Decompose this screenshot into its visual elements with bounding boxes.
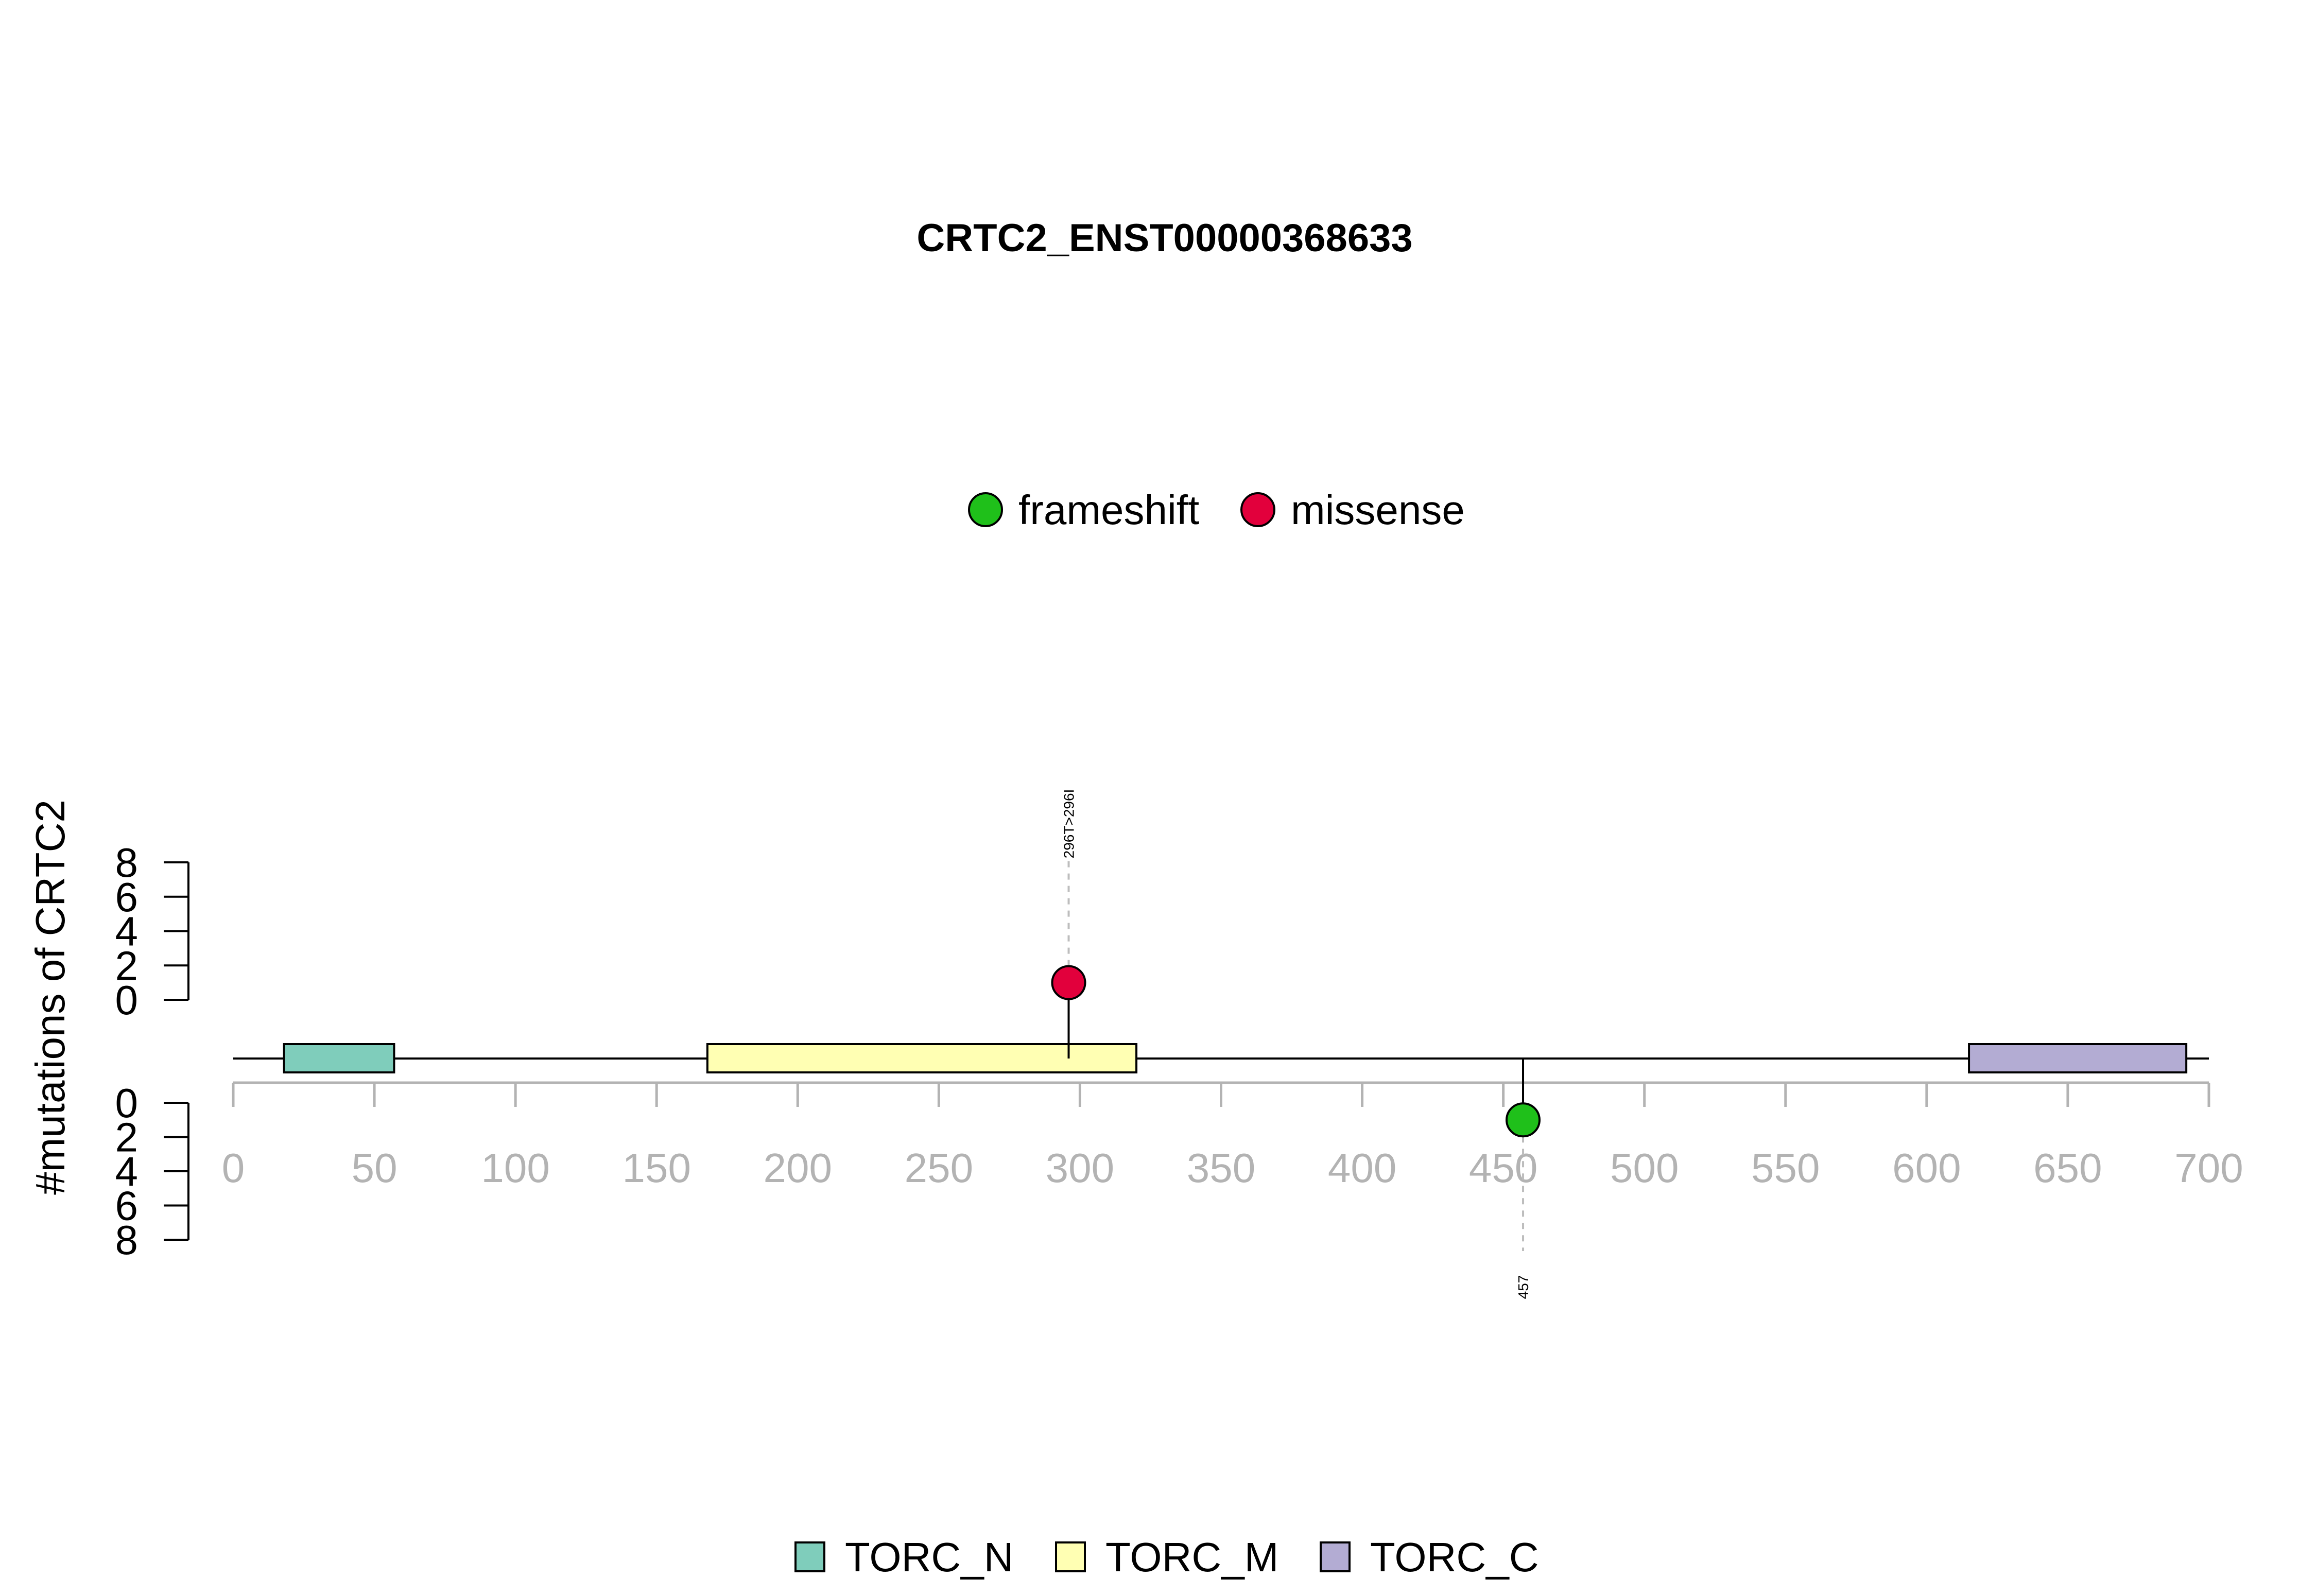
y-bottom-tick-label-6: 6: [115, 1183, 139, 1229]
x-tick-label-350: 350: [1187, 1145, 1255, 1191]
legend-swatch-torc-n: [794, 1541, 825, 1572]
x-tick-label-550: 550: [1751, 1145, 1820, 1191]
mutation-legend: frameshift missense: [968, 487, 1465, 533]
legend-label-torc-n: TORC_N: [845, 1534, 1013, 1580]
y-bottom-tick-label-2: 2: [115, 1115, 139, 1160]
x-tick-label-250: 250: [905, 1145, 973, 1191]
x-axis: 0 50 100 150 200 250 300 350 400 450 500 550 600 650 7…: [222, 1081, 2243, 1191]
mutation-457-head: [1506, 1102, 1541, 1138]
mutation-296-head: [1051, 965, 1086, 1000]
y-top-tick-label-8: 8: [115, 840, 139, 886]
legend-swatch-torc-c: [1320, 1541, 1351, 1572]
y-bottom-tick-label-0: 0: [115, 1080, 139, 1126]
legend-marker-missense: [1240, 492, 1275, 527]
domain-torc-c: [1968, 1043, 2188, 1073]
x-tick-label-700: 700: [2174, 1145, 2243, 1191]
domain-legend: TORC_N TORC_M TORC_C: [794, 1534, 1538, 1580]
x-tick-label-500: 500: [1610, 1145, 1679, 1191]
legend-label-torc-m: TORC_M: [1105, 1534, 1278, 1580]
y-top-tick-label-6: 6: [115, 874, 139, 920]
y-top-tick-label-2: 2: [115, 943, 139, 988]
y-axis-label: #mutations of CRTC2: [27, 800, 73, 1195]
legend-label-missense: missense: [1291, 487, 1465, 533]
x-tick-label-600: 600: [1892, 1145, 1961, 1191]
x-tick-label-150: 150: [622, 1145, 690, 1191]
mutation-lollipops: 296T>296I 457: [1051, 789, 1541, 1299]
x-tick-label-50: 50: [352, 1145, 397, 1191]
x-tick-label-650: 650: [2033, 1145, 2102, 1191]
x-tick-label-450: 450: [1469, 1145, 1537, 1191]
mutation-296-label: 296T>296I: [1061, 789, 1077, 859]
domain-torc-n: [283, 1043, 395, 1073]
x-tick-label-100: 100: [481, 1145, 549, 1191]
chart-title: CRTC2_ENST00000368633: [917, 216, 1412, 260]
protein-domains: [283, 1043, 2188, 1073]
legend-swatch-torc-m: [1055, 1541, 1086, 1572]
mutation-457-label: 457: [1515, 1275, 1531, 1299]
legend-marker-frameshift: [968, 492, 1003, 527]
x-tick-label-0: 0: [222, 1145, 245, 1191]
y-top-tick-label-0: 0: [115, 977, 139, 1023]
x-tick-label-300: 300: [1046, 1145, 1114, 1191]
x-tick-label-200: 200: [764, 1145, 832, 1191]
domain-torc-m: [706, 1043, 1138, 1073]
y-bottom-tick-label-4: 4: [115, 1149, 139, 1194]
legend-label-torc-c: TORC_C: [1370, 1534, 1538, 1580]
y-bottom-tick-label-8: 8: [115, 1217, 139, 1263]
y-top-tick-label-4: 4: [115, 909, 139, 955]
legend-label-frameshift: frameshift: [1018, 487, 1199, 533]
x-tick-label-400: 400: [1328, 1145, 1396, 1191]
